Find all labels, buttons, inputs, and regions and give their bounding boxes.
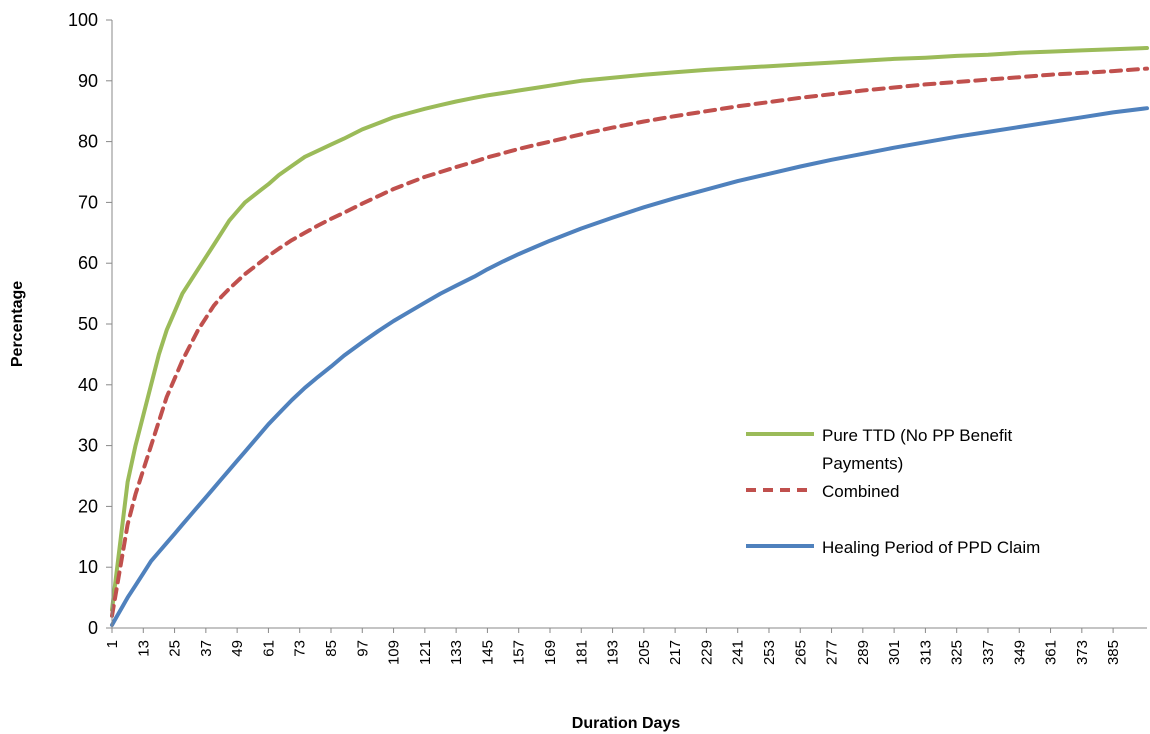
x-tick-label: 229 [698,640,715,665]
y-axis-ticks: 0 10 20 30 40 50 60 70 80 90 100 [68,10,112,638]
x-tick-label: 265 [792,640,809,665]
x-tick-label: 169 [542,640,559,665]
x-tick-label: 349 [1011,640,1028,665]
y-tick-label: 10 [78,557,98,577]
x-tick-label: 277 [824,640,841,665]
y-tick-label: 70 [78,192,98,212]
x-tick-label: 337 [980,640,997,665]
x-tick-label: 25 [167,640,184,657]
y-tick-label: 40 [78,375,98,395]
series-line-pure-ttd-no-pp-benefit-payments [110,46,1149,612]
y-tick-label: 50 [78,314,98,334]
x-tick-label: 61 [260,640,277,657]
x-tick-label: 49 [229,640,246,657]
legend: Pure TTD (No PP Benefit Payments) Combin… [746,426,1040,557]
legend-label-healing: Healing Period of PPD Claim [822,538,1040,557]
y-tick-label: 20 [78,496,98,516]
x-tick-label: 241 [730,640,747,665]
legend-label-pure-ttd-line1: Pure TTD (No PP Benefit [822,426,1013,445]
x-tick-label: 121 [417,640,434,665]
legend-label-combined: Combined [822,482,900,501]
series-line-combined [110,66,1149,618]
x-tick-label: 73 [292,640,309,657]
x-tick-label: 145 [479,640,496,665]
series-layer [110,46,1149,627]
x-axis-title: Duration Days [572,715,681,732]
x-tick-label: 13 [135,640,152,657]
x-tick-label: 97 [354,640,371,657]
y-tick-label: 0 [88,618,98,638]
x-tick-label: 289 [855,640,872,665]
y-tick-label: 100 [68,10,98,30]
x-tick-label: 205 [636,640,653,665]
x-tick-label: 1 [104,640,121,648]
x-tick-label: 217 [667,640,684,665]
series-line-healing-period-of-ppd-claim [110,106,1149,627]
x-tick-label: 325 [949,640,966,665]
y-tick-label: 90 [78,71,98,91]
x-tick-label: 109 [386,640,403,665]
x-tick-label: 361 [1043,640,1060,665]
x-tick-label: 193 [605,640,622,665]
y-tick-label: 80 [78,132,98,152]
x-tick-label: 301 [886,640,903,665]
x-tick-label: 181 [573,640,590,665]
legend-label-pure-ttd-line2: Payments) [822,454,903,473]
x-tick-label: 37 [198,640,215,657]
x-axis-ticks: 1 13 25 37 49 61 73 85 97 109 121 133 145 157 169 181 19… [104,628,1122,665]
x-tick-label: 385 [1105,640,1122,665]
x-tick-label: 313 [917,640,934,665]
x-tick-label: 373 [1074,640,1091,665]
x-tick-label: 157 [511,640,528,665]
x-tick-label: 133 [448,640,465,665]
y-tick-label: 30 [78,436,98,456]
x-tick-label: 253 [761,640,778,665]
x-tick-label: 85 [323,640,340,657]
y-axis-title: Percentage [9,281,26,367]
y-tick-label: 60 [78,253,98,273]
